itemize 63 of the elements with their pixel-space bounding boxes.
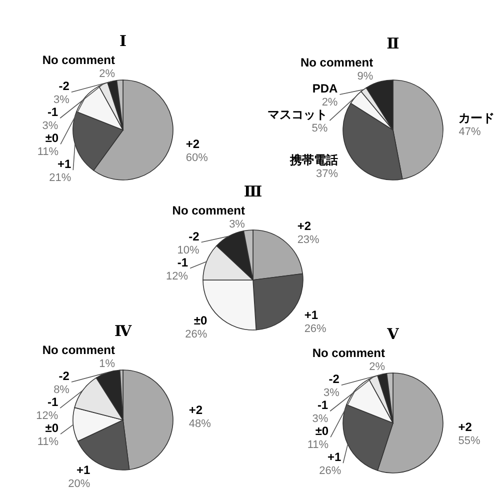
slice-label: +1 — [304, 308, 318, 322]
slice-label: No comment — [172, 203, 245, 218]
slice-label: No comment — [42, 343, 115, 358]
data-label: 12% — [166, 270, 188, 282]
slice-label: +2 — [188, 402, 203, 417]
slice-label: No comment — [42, 53, 115, 68]
slice-label: +2 — [297, 218, 312, 233]
slice-label: -2 — [188, 229, 200, 244]
data-label: 9% — [357, 70, 374, 83]
slice-label: ±0 — [45, 421, 59, 436]
chart-title: Ⅰ — [119, 34, 127, 50]
chart-title: Ⅴ — [386, 327, 400, 344]
data-label: 21% — [49, 172, 72, 184]
data-label: 2% — [322, 96, 338, 109]
data-label: 11% — [307, 439, 329, 452]
data-label: 1% — [99, 358, 116, 370]
slice-label: カード — [458, 110, 495, 125]
slice-label: -1 — [47, 395, 58, 410]
slice-label: No comment — [312, 346, 385, 360]
data-label: 5% — [312, 122, 328, 135]
data-label: 55% — [458, 435, 480, 448]
slice-label: No comment — [300, 56, 374, 70]
chart-title: Ⅲ — [244, 184, 262, 200]
slice-label: -1 — [177, 255, 188, 270]
slice-label: +1 — [327, 450, 342, 464]
slice-label: +2 — [458, 420, 472, 434]
data-label: 8% — [54, 384, 70, 396]
slice-label: -2 — [58, 369, 70, 384]
data-label: 11% — [37, 436, 59, 448]
slice-label: +2 — [186, 136, 200, 151]
data-label: 3% — [324, 387, 340, 400]
data-label: 2% — [369, 361, 386, 374]
slice-label: +1 — [57, 157, 72, 172]
slice-label: -2 — [328, 372, 340, 386]
data-label: 12% — [36, 410, 58, 422]
slice-label: ±0 — [45, 131, 59, 146]
slice-label: ±0 — [315, 424, 329, 438]
slice-label: -1 — [47, 105, 58, 120]
data-label: 10% — [177, 244, 200, 256]
data-label: 47% — [458, 126, 481, 138]
data-label: 3% — [312, 413, 328, 426]
slice-label: -1 — [317, 398, 328, 412]
data-label: 20% — [68, 478, 90, 490]
data-label: 37% — [316, 168, 338, 180]
data-label: 26% — [185, 328, 208, 341]
slice-label: マスコット — [268, 108, 328, 122]
data-label: 48% — [188, 418, 212, 430]
data-label: 3% — [229, 218, 246, 230]
chart-title: Ⅳ — [114, 324, 132, 340]
slice-label: +1 — [76, 463, 90, 478]
slice-label: 携帯電話 — [289, 152, 338, 167]
data-label: 3% — [42, 120, 58, 132]
data-label: 26% — [319, 465, 342, 478]
slice-label: -2 — [58, 79, 70, 94]
data-label: 11% — [37, 146, 59, 158]
data-label: 23% — [297, 234, 320, 246]
chart-title: Ⅱ — [386, 36, 400, 53]
slice-label: PDA — [312, 82, 338, 96]
data-label: 2% — [99, 68, 116, 80]
data-label: 26% — [304, 322, 327, 335]
slice-label: ±0 — [194, 314, 208, 328]
data-label: 3% — [54, 94, 70, 106]
data-label: 60% — [186, 152, 208, 164]
